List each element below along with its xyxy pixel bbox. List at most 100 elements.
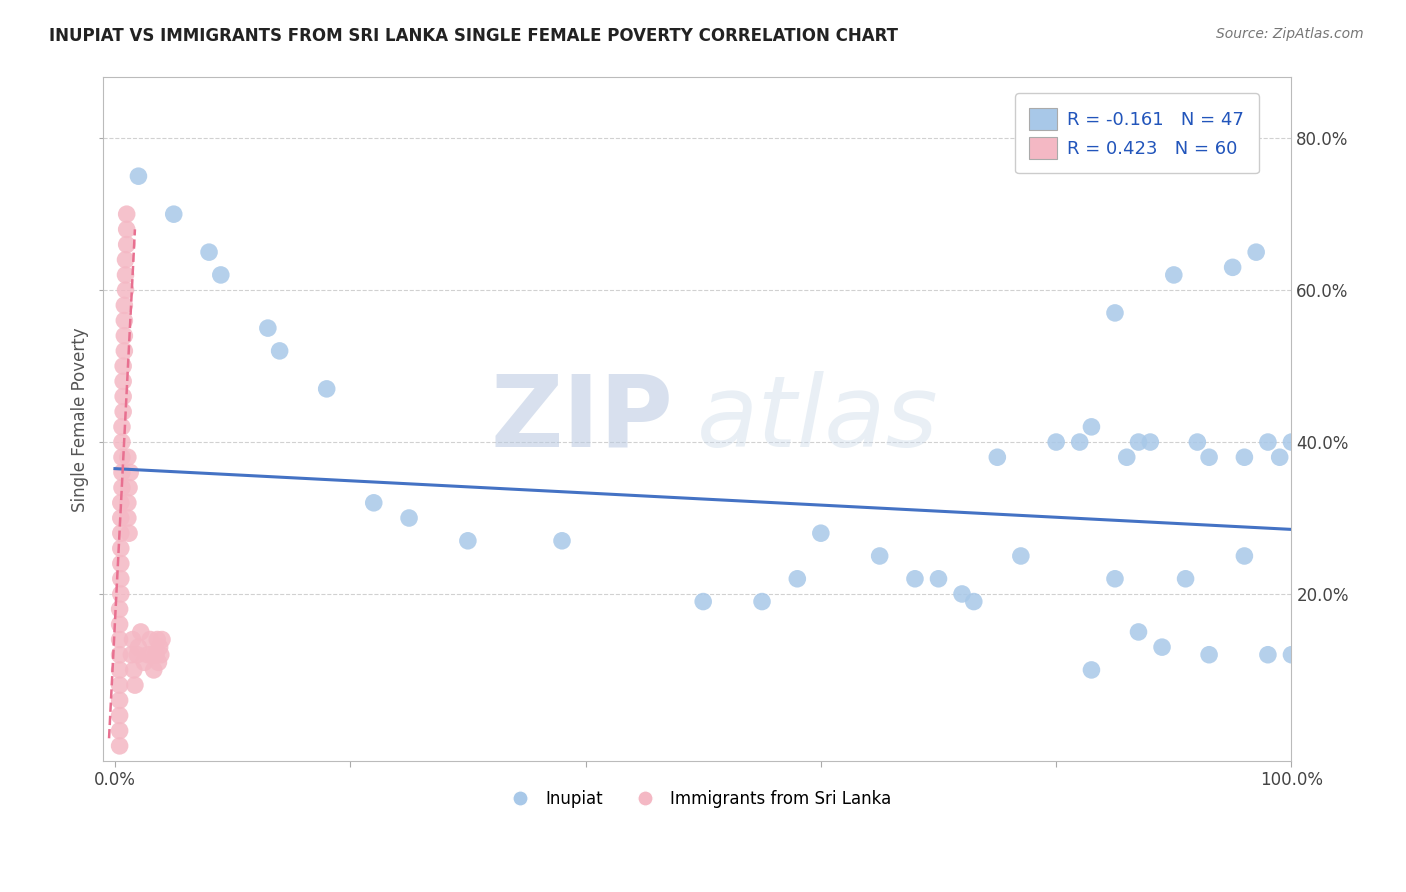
- Point: [108, 693, 131, 707]
- Point: [112, 405, 135, 419]
- Point: [127, 648, 149, 662]
- Point: [1198, 648, 1220, 662]
- Point: [120, 648, 142, 662]
- Point: [257, 321, 280, 335]
- Point: [1244, 245, 1267, 260]
- Point: [398, 511, 420, 525]
- Point: [1115, 450, 1137, 465]
- Point: [108, 739, 131, 753]
- Point: [457, 533, 479, 548]
- Point: [127, 169, 149, 184]
- Point: [111, 481, 134, 495]
- Point: [112, 313, 135, 327]
- Text: INUPIAT VS IMMIGRANTS FROM SRI LANKA SINGLE FEMALE POVERTY CORRELATION CHART: INUPIAT VS IMMIGRANTS FROM SRI LANKA SIN…: [49, 27, 898, 45]
- Point: [122, 663, 145, 677]
- Point: [112, 374, 135, 388]
- Point: [1268, 450, 1291, 465]
- Text: atlas: atlas: [697, 371, 939, 467]
- Point: [111, 466, 134, 480]
- Point: [115, 237, 138, 252]
- Point: [363, 496, 385, 510]
- Point: [209, 268, 232, 282]
- Point: [1128, 624, 1150, 639]
- Point: [114, 252, 136, 267]
- Point: [111, 435, 134, 450]
- Point: [108, 708, 131, 723]
- Point: [1080, 420, 1102, 434]
- Point: [120, 466, 142, 480]
- Point: [111, 450, 134, 465]
- Point: [1198, 450, 1220, 465]
- Point: [114, 283, 136, 297]
- Point: [269, 343, 291, 358]
- Point: [108, 648, 131, 662]
- Point: [110, 587, 132, 601]
- Point: [1187, 435, 1209, 450]
- Point: [1139, 435, 1161, 450]
- Point: [1104, 572, 1126, 586]
- Point: [786, 572, 808, 586]
- Point: [112, 343, 135, 358]
- Point: [111, 420, 134, 434]
- Legend: Inupiat, Immigrants from Sri Lanka: Inupiat, Immigrants from Sri Lanka: [498, 783, 897, 814]
- Point: [1069, 435, 1091, 450]
- Point: [1281, 648, 1303, 662]
- Point: [692, 594, 714, 608]
- Point: [110, 496, 132, 510]
- Point: [1080, 663, 1102, 677]
- Point: [150, 632, 173, 647]
- Point: [112, 328, 135, 343]
- Point: [108, 663, 131, 677]
- Point: [108, 678, 131, 692]
- Point: [904, 572, 927, 586]
- Point: [315, 382, 337, 396]
- Point: [108, 723, 131, 738]
- Point: [142, 648, 165, 662]
- Point: [1233, 549, 1256, 563]
- Point: [198, 245, 221, 260]
- Point: [551, 533, 574, 548]
- Point: [110, 511, 132, 525]
- Point: [986, 450, 1008, 465]
- Point: [1163, 268, 1185, 282]
- Point: [869, 549, 891, 563]
- Point: [108, 602, 131, 616]
- Point: [927, 572, 949, 586]
- Point: [149, 648, 172, 662]
- Point: [112, 389, 135, 403]
- Point: [127, 640, 149, 654]
- Point: [110, 526, 132, 541]
- Point: [118, 481, 141, 495]
- Point: [124, 678, 146, 692]
- Point: [148, 656, 170, 670]
- Point: [115, 222, 138, 236]
- Y-axis label: Single Female Poverty: Single Female Poverty: [72, 327, 89, 512]
- Point: [134, 656, 156, 670]
- Point: [117, 496, 139, 510]
- Point: [1257, 648, 1279, 662]
- Point: [950, 587, 973, 601]
- Point: [145, 648, 167, 662]
- Point: [1104, 306, 1126, 320]
- Point: [108, 632, 131, 647]
- Point: [136, 648, 159, 662]
- Point: [115, 207, 138, 221]
- Point: [108, 617, 131, 632]
- Point: [1045, 435, 1067, 450]
- Point: [117, 511, 139, 525]
- Point: [1150, 640, 1173, 654]
- Point: [118, 526, 141, 541]
- Point: [129, 624, 152, 639]
- Point: [139, 632, 162, 647]
- Point: [163, 207, 186, 221]
- Point: [149, 640, 172, 654]
- Point: [1128, 435, 1150, 450]
- Point: [1281, 435, 1303, 450]
- Point: [112, 298, 135, 312]
- Point: [1174, 572, 1197, 586]
- Point: [114, 268, 136, 282]
- Point: [121, 632, 143, 647]
- Text: Source: ZipAtlas.com: Source: ZipAtlas.com: [1216, 27, 1364, 41]
- Text: ZIP: ZIP: [491, 371, 673, 467]
- Point: [110, 541, 132, 556]
